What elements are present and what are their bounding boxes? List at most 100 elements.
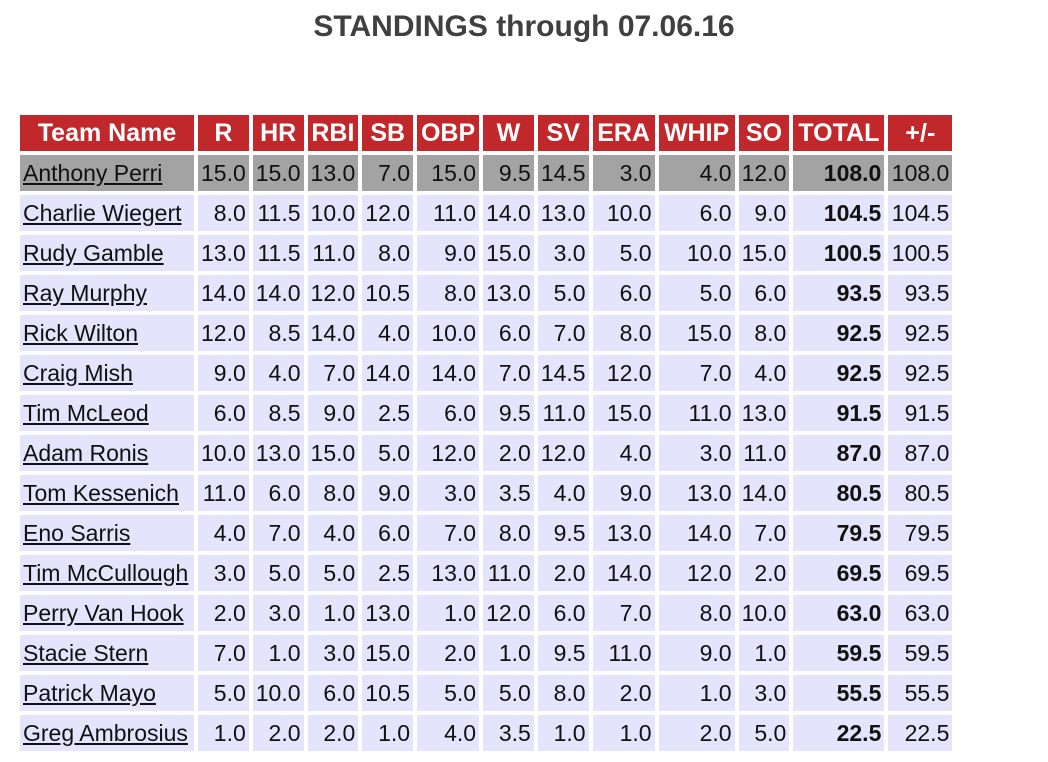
total-cell: 100.5 — [793, 235, 885, 271]
stat-cell-w: 14.0 — [483, 195, 534, 231]
stat-cell-sb: 1.0 — [362, 715, 414, 751]
stat-cell-w: 11.0 — [483, 555, 534, 591]
stat-cell-whip: 1.0 — [658, 675, 735, 711]
team-link[interactable]: Perry Van Hook — [23, 599, 184, 626]
stat-cell-so: 2.0 — [738, 555, 790, 591]
stat-cell-hr: 3.0 — [252, 595, 304, 631]
table-row: Tim McLeod 6.0 8.5 9.0 2.5 6.0 9.5 11.0 15.0 11.0… — [20, 395, 953, 431]
stat-cell-w: 3.5 — [483, 475, 534, 511]
column-header-plus-minus: +/- — [888, 115, 953, 151]
stat-cell-sb: 9.0 — [362, 475, 414, 511]
total-cell: 104.5 — [793, 195, 885, 231]
plus-minus-cell: 92.5 — [888, 355, 953, 391]
stat-cell-r: 9.0 — [198, 355, 249, 391]
stat-cell-sb: 13.0 — [362, 595, 414, 631]
total-cell: 108.0 — [793, 155, 885, 191]
stat-cell-sv: 4.0 — [537, 475, 589, 511]
stat-cell-sv: 1.0 — [537, 715, 589, 751]
stat-cell-whip: 14.0 — [658, 515, 735, 551]
stat-cell-obp: 13.0 — [417, 555, 480, 591]
team-link[interactable]: Charlie Wiegert — [23, 199, 182, 226]
stat-cell-hr: 10.0 — [252, 675, 304, 711]
team-link[interactable]: Anthony Perri — [23, 159, 163, 186]
stat-cell-era: 13.0 — [592, 515, 655, 551]
team-link[interactable]: Stacie Stern — [23, 639, 149, 666]
stat-cell-sb: 10.5 — [362, 275, 414, 311]
stat-cell-era: 5.0 — [592, 235, 655, 271]
stat-cell-w: 8.0 — [483, 515, 534, 551]
stat-cell-rbi: 11.0 — [307, 235, 359, 271]
column-header-sb: SB — [362, 115, 414, 151]
stat-cell-sv: 14.5 — [537, 355, 589, 391]
table-row: Adam Ronis 10.0 13.0 15.0 5.0 12.0 2.0 12.0 4.0 3… — [20, 435, 953, 471]
stat-cell-so: 7.0 — [738, 515, 790, 551]
stat-cell-w: 1.0 — [483, 635, 534, 671]
team-link[interactable]: Patrick Mayo — [23, 679, 156, 706]
column-header-obp: OBP — [417, 115, 480, 151]
stat-cell-w: 12.0 — [483, 595, 534, 631]
stat-cell-rbi: 10.0 — [307, 195, 359, 231]
team-link[interactable]: Craig Mish — [23, 359, 133, 386]
team-link[interactable]: Rick Wilton — [23, 319, 139, 346]
stat-cell-era: 14.0 — [592, 555, 655, 591]
plus-minus-cell: 92.5 — [888, 315, 953, 351]
table-row: Rick Wilton 12.0 8.5 14.0 4.0 10.0 6.0 7.0 8.0 15… — [20, 315, 953, 351]
stat-cell-sb: 4.0 — [362, 315, 414, 351]
plus-minus-cell: 104.5 — [888, 195, 953, 231]
stat-cell-obp: 14.0 — [417, 355, 480, 391]
team-link[interactable]: Tom Kessenich — [23, 479, 179, 506]
team-name-cell: Stacie Stern — [20, 635, 194, 671]
stat-cell-sb: 14.0 — [362, 355, 414, 391]
stat-cell-rbi: 3.0 — [307, 635, 359, 671]
column-header-team-name: Team Name — [20, 115, 194, 151]
column-header-so: SO — [738, 115, 790, 151]
stat-cell-obp: 8.0 — [417, 275, 480, 311]
table-row: Charlie Wiegert 8.0 11.5 10.0 12.0 11.0 14.0 13… — [20, 195, 953, 231]
stat-cell-r: 6.0 — [198, 395, 249, 431]
team-link[interactable]: Ray Murphy — [23, 279, 147, 306]
stat-cell-sv: 9.5 — [537, 635, 589, 671]
stat-cell-r: 14.0 — [198, 275, 249, 311]
stat-cell-sv: 3.0 — [537, 235, 589, 271]
plus-minus-cell: 91.5 — [888, 395, 953, 431]
team-link[interactable]: Eno Sarris — [23, 519, 131, 546]
stat-cell-era: 8.0 — [592, 315, 655, 351]
stat-cell-sv: 8.0 — [537, 675, 589, 711]
plus-minus-cell: 69.5 — [888, 555, 953, 591]
team-link[interactable]: Tim McCullough — [23, 559, 189, 586]
total-cell: 79.5 — [793, 515, 885, 551]
stat-cell-era: 12.0 — [592, 355, 655, 391]
team-link[interactable]: Tim McLeod — [23, 399, 149, 426]
standings-table: Team Name R HR RBI SB OBP W SV ERA WHIP SO TOTAL +/-… — [16, 111, 956, 755]
table-row: Perry Van Hook 2.0 3.0 1.0 13.0 1.0 12.0 6.0 7.0… — [20, 595, 953, 631]
stat-cell-whip: 5.0 — [658, 275, 735, 311]
column-header-total: TOTAL — [793, 115, 885, 151]
stat-cell-whip: 11.0 — [658, 395, 735, 431]
stat-cell-obp: 7.0 — [417, 515, 480, 551]
stat-cell-era: 3.0 — [592, 155, 655, 191]
team-link[interactable]: Adam Ronis — [23, 439, 149, 466]
stat-cell-rbi: 8.0 — [307, 475, 359, 511]
stat-cell-hr: 11.5 — [252, 195, 304, 231]
plus-minus-cell: 100.5 — [888, 235, 953, 271]
team-name-cell: Tim McLeod — [20, 395, 194, 431]
stat-cell-era: 2.0 — [592, 675, 655, 711]
stat-cell-w: 13.0 — [483, 275, 534, 311]
stat-cell-w: 9.5 — [483, 395, 534, 431]
stat-cell-whip: 15.0 — [658, 315, 735, 351]
stat-cell-hr: 5.0 — [252, 555, 304, 591]
stat-cell-whip: 13.0 — [658, 475, 735, 511]
column-header-whip: WHIP — [658, 115, 735, 151]
stat-cell-sb: 12.0 — [362, 195, 414, 231]
team-link[interactable]: Greg Ambrosius — [23, 719, 188, 746]
plus-minus-cell: 80.5 — [888, 475, 953, 511]
team-name-cell: Ray Murphy — [20, 275, 194, 311]
table-row: Tim McCullough 3.0 5.0 5.0 2.5 13.0 11.0 2.0 14.… — [20, 555, 953, 591]
total-cell: 22.5 — [793, 715, 885, 751]
stat-cell-era: 6.0 — [592, 275, 655, 311]
stat-cell-so: 11.0 — [738, 435, 790, 471]
stat-cell-sv: 12.0 — [537, 435, 589, 471]
team-link[interactable]: Rudy Gamble — [23, 239, 164, 266]
stat-cell-r: 1.0 — [198, 715, 249, 751]
stat-cell-era: 9.0 — [592, 475, 655, 511]
